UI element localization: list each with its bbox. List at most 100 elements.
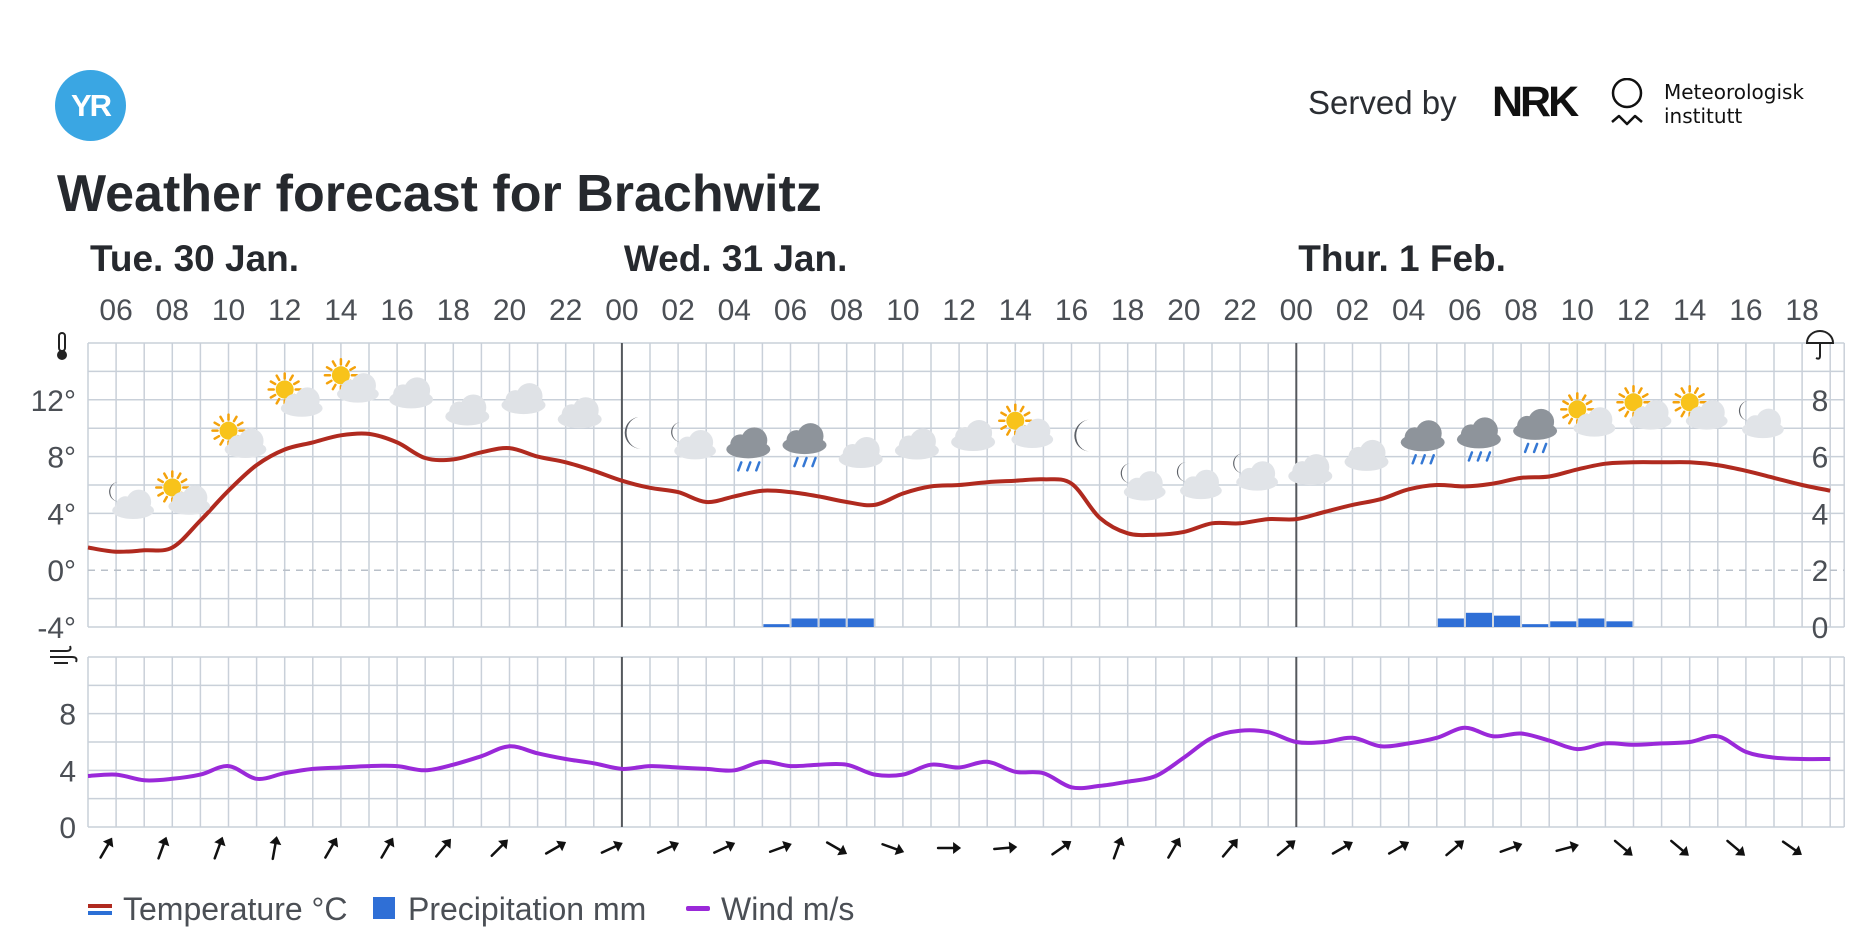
sun-ray	[345, 360, 351, 368]
sun-ray	[1680, 387, 1686, 395]
cloud-part	[404, 377, 431, 404]
sun-ray	[1023, 411, 1031, 417]
moon-shape	[671, 422, 682, 443]
cloud-part	[1756, 408, 1781, 434]
cloud-part	[688, 429, 714, 455]
raindrop	[1476, 451, 1483, 462]
raindrop	[793, 456, 799, 468]
hour-label: 08	[830, 294, 863, 327]
sun-disc	[1624, 393, 1643, 412]
raindrop	[1532, 442, 1539, 454]
sun-ray	[1562, 413, 1570, 419]
sun-ray	[1693, 387, 1699, 395]
legend-item[interactable]: Temperature °C	[88, 891, 347, 927]
sun-ray	[331, 360, 337, 368]
raindrop	[1420, 454, 1426, 465]
sun-ray	[213, 421, 221, 427]
y-tick-precipitation: 4	[1812, 498, 1829, 531]
precipitation-bar	[819, 618, 846, 627]
hour-label: 18	[1785, 294, 1818, 327]
wind-direction-arrow	[1051, 840, 1072, 856]
cloudy-icon	[501, 383, 546, 415]
partly-cloudy-night-icon	[109, 481, 154, 520]
sun-ray	[1000, 424, 1008, 430]
temperature-line	[87, 431, 1831, 554]
cloud-part	[1250, 461, 1276, 486]
arrow-head	[1791, 845, 1802, 856]
wind-direction-arrow	[1499, 840, 1523, 854]
arrow-head	[1285, 840, 1296, 851]
wind-direction-arrow	[1445, 840, 1465, 857]
arrow-head	[1622, 845, 1633, 856]
sun-ray	[163, 495, 169, 503]
arrow-head	[1512, 840, 1523, 853]
wind-direction-arrow	[490, 839, 508, 858]
wind-direction-arrow	[1613, 839, 1633, 856]
yr-logo[interactable]: YR	[55, 70, 126, 141]
sun-ray	[163, 472, 169, 480]
hour-label: 12	[268, 294, 301, 327]
y-tick-precipitation: 0	[1812, 612, 1829, 645]
hour-label: 10	[212, 294, 245, 327]
cloud-part	[1359, 439, 1386, 466]
precipitation-bar	[1437, 618, 1464, 627]
wind-direction-arrow	[434, 838, 452, 858]
thermometer-bulb	[57, 350, 67, 360]
hour-label: 20	[1167, 294, 1200, 327]
met-institute-icon	[1611, 78, 1643, 126]
grid	[87, 342, 1845, 828]
cloudy-icon	[838, 437, 883, 469]
y-tick-precipitation: 6	[1812, 442, 1829, 475]
sun-ray	[1641, 393, 1649, 399]
legend-item[interactable]: Wind m/s	[686, 891, 854, 927]
legend-swatch-temperature-cold	[88, 911, 112, 915]
arrow-head	[837, 844, 848, 856]
hour-label: 12	[942, 294, 975, 327]
hour-label: 20	[493, 294, 526, 327]
cloud-part	[295, 387, 320, 413]
partly-cloudy-day-icon	[267, 372, 323, 417]
cloud-part	[966, 420, 993, 446]
cloud-part	[741, 427, 768, 454]
sun-ray	[1019, 405, 1025, 413]
cloud-part	[909, 428, 936, 455]
legend-label: Wind m/s	[721, 891, 854, 927]
wind-direction-arrow	[825, 841, 848, 856]
cloudy-icon	[389, 377, 434, 409]
hour-label: 14	[324, 294, 357, 327]
wind-direction-arrow	[993, 841, 1018, 854]
legend-swatch-temperature	[88, 904, 112, 908]
sun-ray	[331, 383, 337, 391]
hour-label: 04	[718, 294, 751, 327]
wind-direction-arrow	[269, 836, 282, 861]
precipitation-bar	[1522, 624, 1549, 627]
wind-direction-arrow	[99, 837, 114, 859]
wind-direction-arrow	[936, 842, 962, 854]
hour-label: 14	[999, 294, 1032, 327]
cloudy-icon	[445, 394, 490, 426]
umbrella-icon	[1805, 330, 1835, 360]
nrk-logo[interactable]: NRK	[1492, 78, 1579, 126]
hour-label: 04	[1392, 294, 1425, 327]
cloud-part	[351, 373, 376, 398]
met-institute-logo[interactable]: Meteorologisk institutt	[1664, 80, 1804, 128]
legend-label: Temperature °C	[123, 891, 347, 927]
arrow-head	[725, 840, 736, 852]
legend-item[interactable]: Precipitation mm	[373, 891, 646, 927]
precipitation-bar	[1550, 621, 1577, 627]
raindrop	[746, 461, 752, 472]
hour-label: 16	[1055, 294, 1088, 327]
sun-ray	[269, 393, 277, 399]
y-tick-temperature: 0°	[47, 555, 76, 588]
hour-label: 18	[437, 294, 470, 327]
cloudy-icon	[557, 397, 602, 429]
sun-ray	[349, 366, 357, 372]
sun-ray	[1697, 393, 1705, 399]
rain-icon	[1400, 420, 1445, 465]
sun-ray	[288, 374, 294, 382]
raindrop	[1541, 442, 1548, 454]
day-label: Thur. 1 Feb.	[1298, 238, 1506, 279]
arrow-head	[1569, 841, 1579, 853]
arrow-head	[1735, 845, 1746, 856]
arrow-head	[327, 837, 339, 848]
